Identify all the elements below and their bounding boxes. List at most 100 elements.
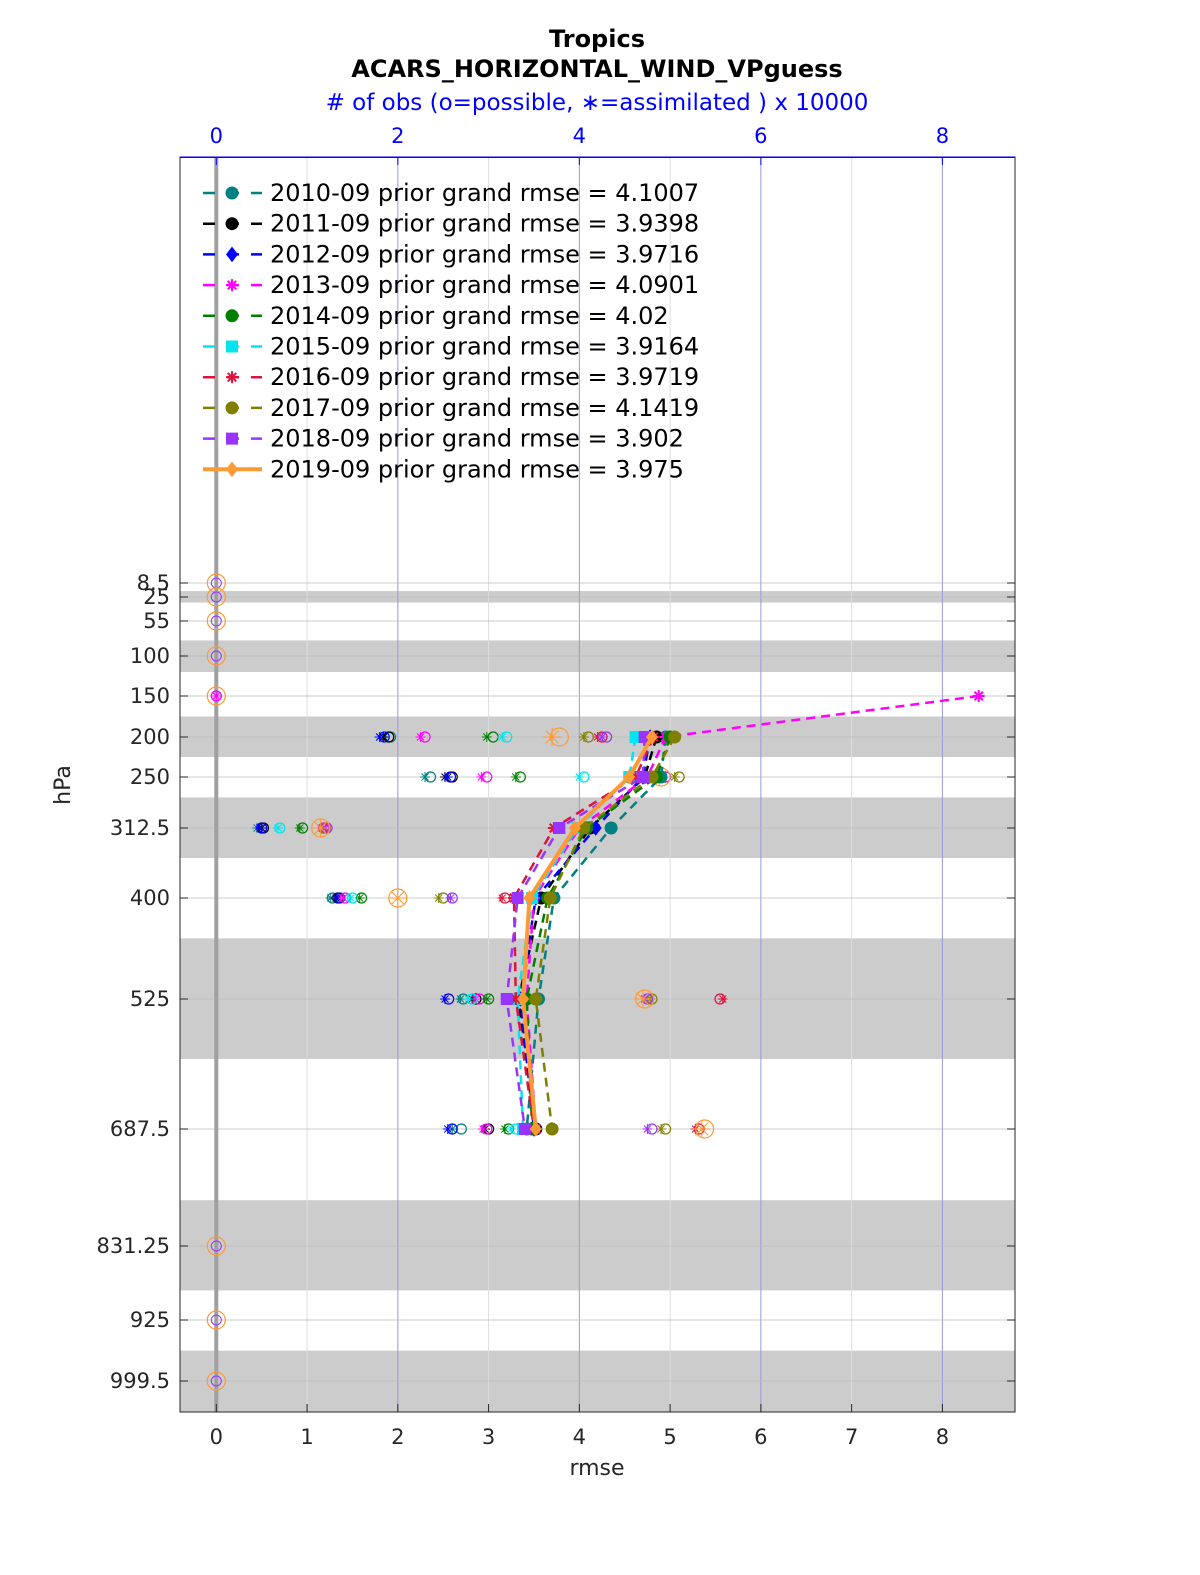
legend-label-2: 2012-09 prior grand rmse = 3.9716 bbox=[270, 240, 699, 268]
obs-assimilated-ray bbox=[545, 730, 559, 744]
top-axis-label: # of obs (o=possible, ∗=assimilated ) x … bbox=[326, 90, 869, 116]
legend-marker-2 bbox=[226, 246, 238, 263]
obs-assimilated-3-1 bbox=[415, 732, 426, 742]
obs-assimilated-7-1 bbox=[669, 772, 680, 782]
y-tick-label-3: 100 bbox=[130, 644, 170, 668]
x-tick-label-5: 5 bbox=[663, 1425, 676, 1449]
obs-assimilated-ray bbox=[441, 995, 449, 1003]
obs-assimilated-8-0 bbox=[597, 732, 608, 742]
zero-obs-circle-6 bbox=[206, 1310, 226, 1330]
obs-assimilated-9-0 bbox=[543, 728, 562, 746]
zero-obs-circle-3 bbox=[206, 646, 226, 666]
obs-assimilated-7-0 bbox=[578, 732, 589, 742]
x-tick-label-8: 8 bbox=[936, 1425, 949, 1449]
obs-assimilated-9-4 bbox=[633, 990, 652, 1008]
series-point-9-3 bbox=[523, 890, 536, 906]
obs-assimilated-ray bbox=[391, 891, 405, 905]
series-point-3-0-ray bbox=[973, 691, 984, 701]
y-tick-label-6: 250 bbox=[130, 765, 170, 789]
obs-assimilated-3-2 bbox=[476, 772, 487, 782]
obs-assimilated-ray bbox=[636, 992, 650, 1006]
series-point-7-3 bbox=[543, 891, 557, 905]
series-point-3-0 bbox=[972, 690, 985, 702]
x-tick-label-0: 0 bbox=[210, 1425, 223, 1449]
obs-assimilated-ray bbox=[670, 773, 679, 781]
legend-label-5: 2015-09 prior grand rmse = 3.9164 bbox=[270, 333, 699, 361]
obs-assimilated-9-2 bbox=[311, 819, 330, 837]
obs-assimilated-ray bbox=[421, 773, 429, 781]
legend-marker-4 bbox=[225, 309, 239, 323]
x-tick-label-7: 7 bbox=[845, 1425, 858, 1449]
obs-assimilated-ray bbox=[274, 824, 282, 832]
series-point-5-0 bbox=[629, 731, 642, 743]
y-tick-label-4: 150 bbox=[130, 684, 170, 708]
series-line-6 bbox=[512, 736, 655, 1130]
series-point-7-5 bbox=[545, 1122, 559, 1136]
x-axis-label: rmse bbox=[569, 1456, 624, 1481]
legend-marker-5 bbox=[226, 340, 238, 353]
legend-marker-8 bbox=[226, 432, 238, 445]
series-point-7-0 bbox=[668, 730, 682, 744]
zero-obs-inner-5 bbox=[210, 1240, 222, 1252]
series-point-6-4-ray bbox=[510, 994, 521, 1004]
obs-assimilated-ray bbox=[511, 773, 520, 781]
legend-label-1: 2011-09 prior grand rmse = 3.9398 bbox=[270, 210, 699, 238]
y-tick-label-12: 925 bbox=[130, 1308, 170, 1332]
obs-assimilated-4-0 bbox=[481, 732, 492, 742]
top-tick-label-1: 2 bbox=[391, 124, 404, 148]
top-tick-label-0: 0 bbox=[210, 124, 223, 148]
obs-assimilated-5-3 bbox=[345, 893, 356, 903]
series-line-9 bbox=[521, 736, 654, 1130]
series-point-8-4 bbox=[500, 993, 513, 1005]
top-tick-label-4: 8 bbox=[936, 124, 949, 148]
series-point-9-2 bbox=[568, 820, 581, 836]
y-tick-label-7: 312.5 bbox=[110, 816, 170, 840]
y-axis-label: hPa bbox=[51, 765, 76, 805]
series-point-0-2 bbox=[604, 821, 618, 835]
obs-assimilated-2-2 bbox=[254, 823, 265, 833]
y-tick-label-8: 400 bbox=[130, 886, 170, 910]
legend: 2010-09 prior grand rmse = 4.1007 2011-09… bbox=[203, 179, 699, 483]
series-point-8-2 bbox=[553, 822, 566, 834]
obs-assimilated-2-1 bbox=[442, 772, 453, 782]
grid bbox=[180, 157, 1015, 1412]
obs-assimilated-2-4 bbox=[440, 994, 451, 1004]
shaded-layers bbox=[180, 591, 1015, 1412]
legend-label-3: 2013-09 prior grand rmse = 4.0901 bbox=[270, 271, 699, 299]
legend-label-4: 2014-09 prior grand rmse = 4.02 bbox=[270, 302, 669, 330]
obs-assimilated-ray bbox=[443, 1125, 452, 1133]
y-tick-label-9: 525 bbox=[130, 987, 170, 1011]
obs-assimilated-4-2 bbox=[294, 823, 305, 833]
obs-assimilated-ray bbox=[446, 894, 455, 902]
series-point-8-1 bbox=[636, 771, 649, 783]
obs-assimilated-ray bbox=[579, 733, 588, 741]
obs-assimilated-ray bbox=[464, 995, 473, 1003]
series-line-1 bbox=[517, 736, 658, 1130]
zero-obs-inner-3 bbox=[210, 650, 222, 662]
zero-obs-inner-1 bbox=[210, 591, 222, 603]
y-tick-label-2: 55 bbox=[143, 609, 170, 633]
obs-assimilated-5-0 bbox=[497, 732, 508, 742]
obs-assimilated-7-5 bbox=[656, 1124, 667, 1134]
legend-marker-0 bbox=[225, 186, 239, 200]
series-line-4 bbox=[525, 736, 672, 1130]
obs-assimilated-6-3 bbox=[497, 893, 508, 903]
x-tick-label-2: 2 bbox=[391, 1425, 404, 1449]
obs-assimilated-4-5 bbox=[499, 1124, 510, 1134]
legend-marker-3-ray bbox=[227, 280, 237, 291]
series-line-8 bbox=[505, 736, 646, 1130]
legend-marker-1 bbox=[225, 217, 239, 231]
obs-assimilated-4-4 bbox=[481, 994, 492, 1004]
obs-assimilated-ray bbox=[456, 995, 465, 1003]
obs-assimilated-5-2 bbox=[273, 823, 284, 833]
y-tick-label-1: 25 bbox=[143, 585, 170, 609]
shaded-layer-5 bbox=[180, 1200, 1015, 1291]
obs-assimilated-ray bbox=[479, 1125, 488, 1133]
obs-assimilated-ray bbox=[443, 773, 452, 781]
obs-assimilated-ray bbox=[498, 733, 507, 741]
obs-assimilated-8-5 bbox=[642, 1124, 653, 1134]
y-tick-label-10: 687.5 bbox=[110, 1117, 170, 1141]
obs-assimilated-ray bbox=[471, 995, 480, 1003]
series-point-9-1 bbox=[623, 769, 636, 785]
chart-title: Tropics bbox=[549, 25, 645, 53]
